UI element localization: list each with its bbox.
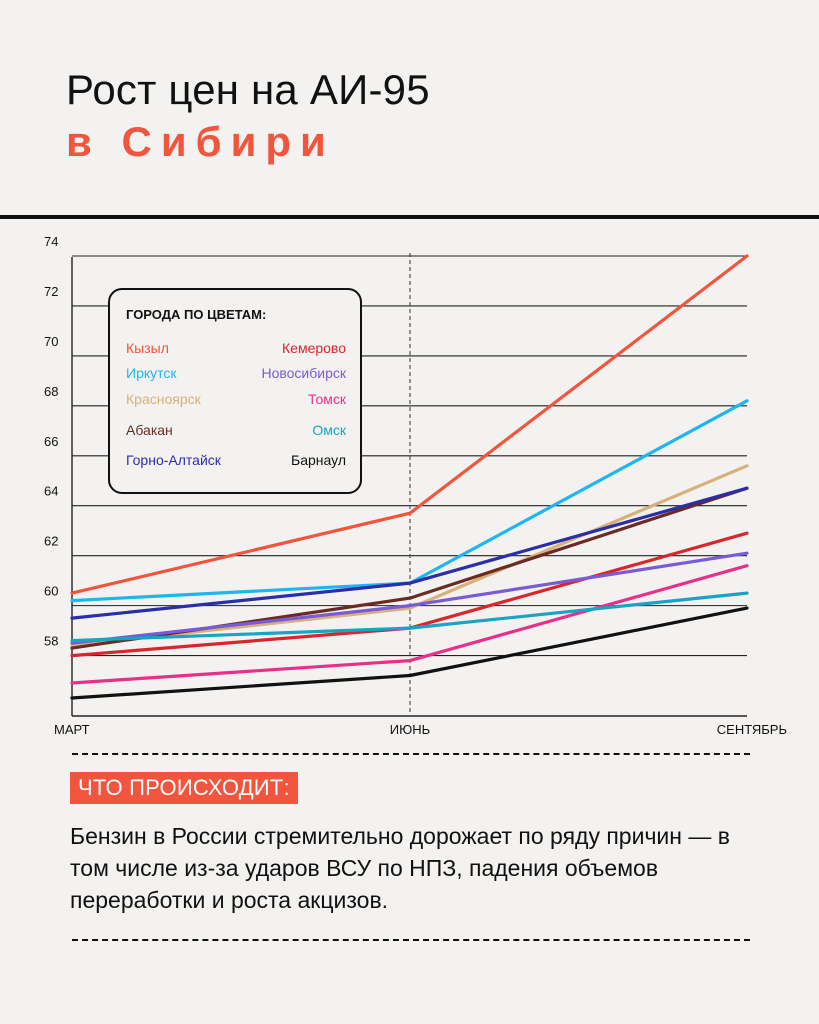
y-tick-label: 58 <box>44 634 58 649</box>
legend-item-kemerovo: Кемерово <box>282 340 346 356</box>
series-layer <box>70 254 749 700</box>
x-category-label: СЕНТЯБРЬ <box>717 722 787 737</box>
y-tick-label: 62 <box>44 534 58 549</box>
series-line <box>70 606 749 700</box>
series-line <box>70 464 749 648</box>
legend-item-novosibirsk: Новосибирск <box>261 365 346 381</box>
legend-item-tomsk: Томск <box>308 391 346 407</box>
title-line-2: в Сибири <box>66 118 335 165</box>
x-category-layer: МАРТ ИЮНЬ СЕНТЯБРЬ <box>54 722 787 737</box>
x-category-label: МАРТ <box>54 722 90 737</box>
y-tick-label: 68 <box>44 384 58 399</box>
legend-item-irkutsk: Иркутск <box>126 365 177 381</box>
header-divider <box>0 215 819 219</box>
dashed-divider-bottom <box>72 939 750 941</box>
callout-label: ЧТО ПРОИСХОДИТ: <box>70 772 298 804</box>
y-tick-layer: 58 60 62 64 66 68 70 72 74 <box>44 234 58 649</box>
y-tick-label: 64 <box>44 484 58 499</box>
legend-item-gorno-altaysk: Горно-Алтайск <box>126 452 221 468</box>
y-tick-label: 72 <box>44 284 58 299</box>
legend-item-barnaul: Барнаул <box>291 452 346 468</box>
legend-item-abakan: Абакан <box>126 422 173 438</box>
legend-box: ГОРОДА ПО ЦВЕТАМ: Кызыл Кемерово Иркутск… <box>108 288 362 494</box>
y-tick-label: 66 <box>44 434 58 449</box>
series-line <box>70 254 749 595</box>
legend-item-krasnoyarsk: Красноярск <box>126 391 201 407</box>
series-line <box>70 564 749 685</box>
x-category-label: ИЮНЬ <box>390 722 430 737</box>
legend-item-omsk: Омск <box>312 422 346 438</box>
title-line-1: Рост цен на АИ-95 <box>66 66 430 113</box>
dashed-divider-top <box>72 753 750 755</box>
series-line <box>70 551 749 645</box>
y-tick-label: 74 <box>44 234 58 249</box>
legend-title: ГОРОДА ПО ЦВЕТАМ: <box>126 307 267 322</box>
price-chart: 58 60 62 64 66 68 70 72 74 МАРТ ИЮНЬ СЕНТЯБРЬ <box>44 234 787 737</box>
y-tick-label: 70 <box>44 334 58 349</box>
callout-text: Бензин в России стремительно дорожает по… <box>70 823 730 913</box>
series-line <box>70 486 749 620</box>
legend-item-kyzyl: Кызыл <box>126 340 169 356</box>
y-tick-label: 60 <box>44 584 58 599</box>
series-line <box>70 591 749 643</box>
